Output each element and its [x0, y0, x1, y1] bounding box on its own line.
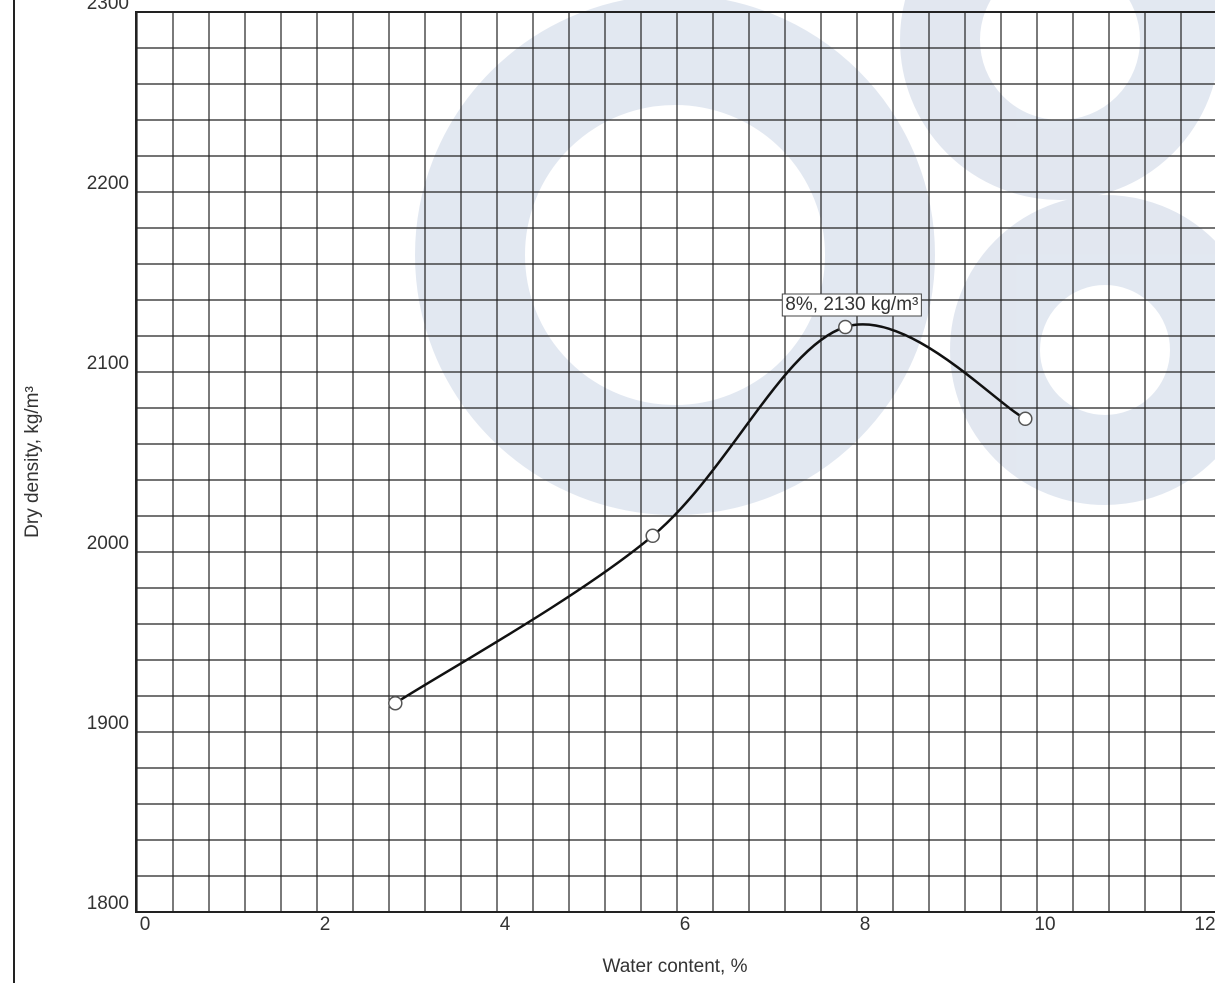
- point: [388, 695, 403, 711]
- y-tick-label: 2100: [87, 353, 129, 374]
- watermark: [415, 0, 1215, 515]
- point: [645, 528, 660, 544]
- annotation: 8%, 2130 kg/m³: [785, 294, 918, 315]
- y-tick-label: 1900: [87, 713, 129, 734]
- annotation-box: [781, 293, 922, 317]
- y-tick-label: 2200: [87, 173, 129, 194]
- x-tick-label: 2: [320, 914, 331, 935]
- plot-frame: [135, 11, 1215, 913]
- x-tick-label: 0: [140, 914, 151, 935]
- x-axis-label: Water content, %: [602, 956, 747, 977]
- curve: [394, 323, 1026, 705]
- x-tick-label: 8: [860, 914, 871, 935]
- y-tick-label: 2000: [87, 533, 129, 554]
- y-tick-label: 1800: [87, 893, 129, 914]
- y-axis-label: Dry density, kg/m³: [22, 386, 43, 538]
- x-tick-label: 6: [680, 914, 691, 935]
- point: [1018, 411, 1033, 427]
- point: [838, 319, 853, 335]
- y-tick-label: 2300: [87, 0, 129, 14]
- x-tick-label: 12: [1194, 914, 1215, 935]
- x-tick-label: 10: [1034, 914, 1055, 935]
- x-tick-label: 4: [500, 914, 511, 935]
